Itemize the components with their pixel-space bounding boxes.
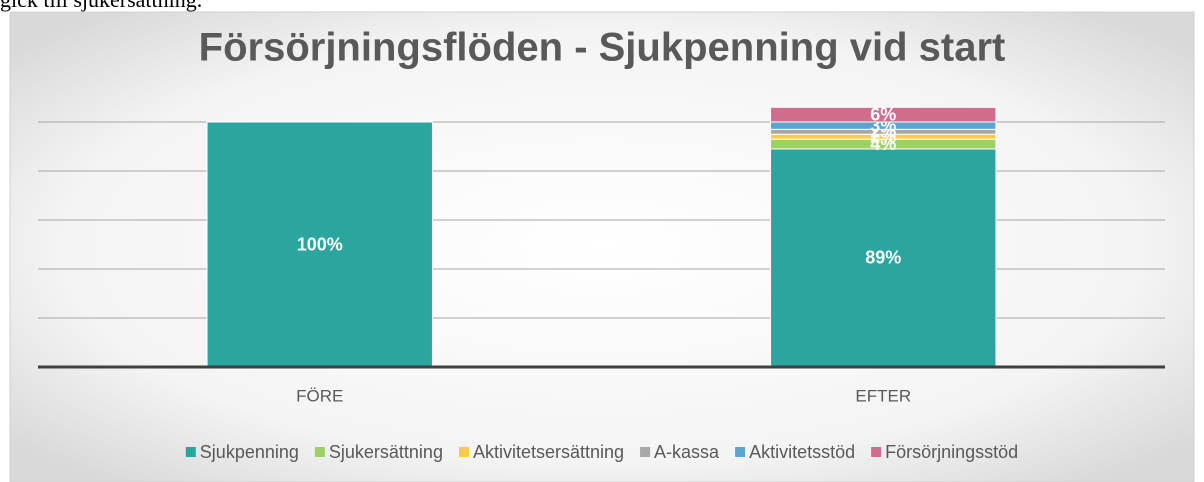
legend-swatch (185, 447, 196, 457)
legend-swatch (735, 447, 746, 457)
legend-label: Aktivitetsstöd (749, 442, 855, 462)
legend-label: Sjukersättning (329, 442, 443, 462)
x-tick-label: EFTER (855, 386, 911, 405)
bar-segment (770, 148, 997, 368)
chart-area (9, 11, 1195, 482)
legend-swatch (314, 447, 325, 457)
context-text: gick till sjukersättning. (0, 0, 202, 12)
legend-label: A-kassa (654, 442, 720, 462)
data-label: 100% (297, 234, 343, 254)
x-tick-label: FÖRE (296, 386, 343, 405)
bar-segment (206, 121, 433, 368)
data-label: 6% (870, 104, 896, 124)
legend-label: Försörjningsstöd (885, 442, 1018, 462)
legend-swatch (640, 447, 651, 457)
legend-label: Sjukpenning (200, 442, 299, 462)
data-label: 89% (865, 248, 901, 268)
legend-label: Aktivitetsersättning (473, 442, 624, 462)
legend-swatch (871, 447, 882, 457)
bar-segment (770, 106, 997, 123)
legend-swatch (458, 447, 469, 457)
chart-title: Försörjningsflöden - Sjukpenning vid sta… (199, 26, 1006, 70)
